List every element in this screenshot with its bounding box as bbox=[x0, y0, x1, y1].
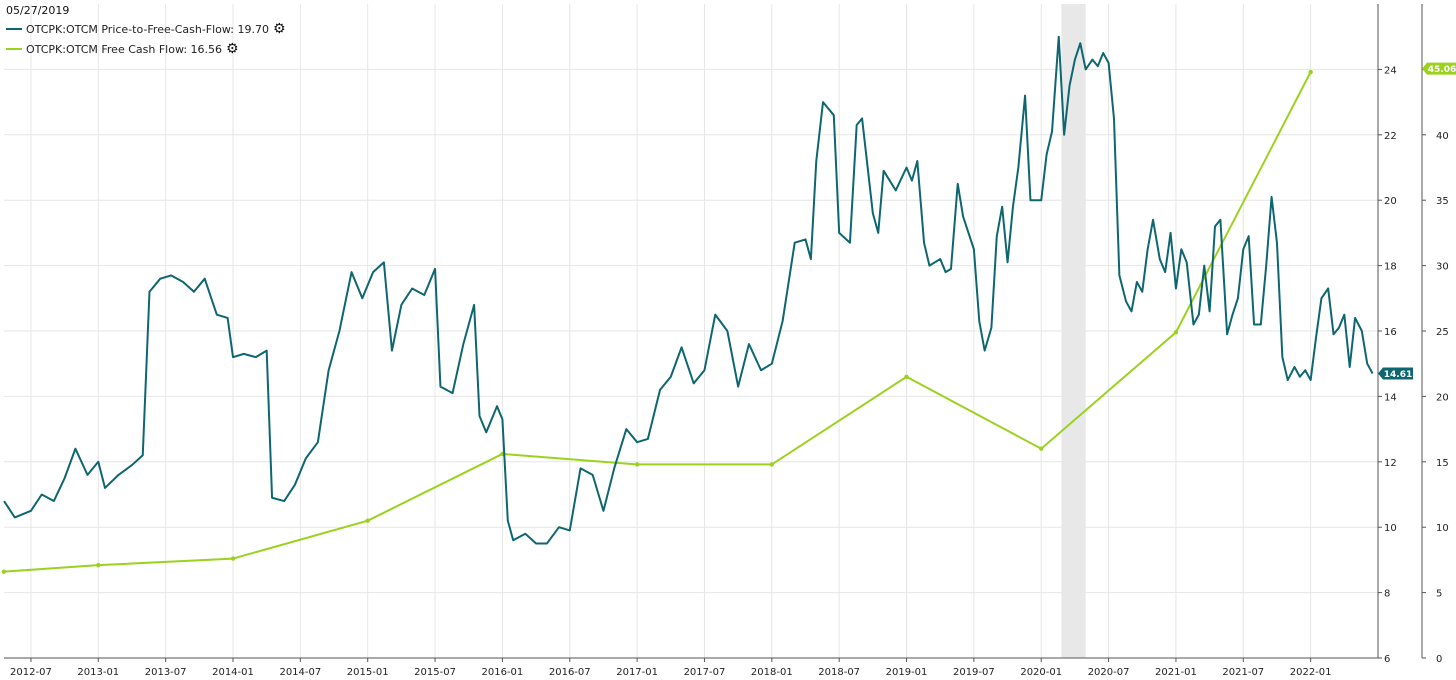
left-tick-label: 24 bbox=[1384, 65, 1397, 76]
x-tick-label: 2018-01 bbox=[751, 667, 793, 678]
x-tick-label: 2022-01 bbox=[1290, 667, 1332, 678]
left-tick-label: 22 bbox=[1384, 131, 1397, 142]
grid-lines bbox=[4, 4, 1378, 659]
free-cash-flow-point[interactable] bbox=[1, 569, 7, 574]
gear-icon[interactable]: ⚙ bbox=[273, 21, 286, 37]
price-to-fcf-line bbox=[3, 35, 1374, 545]
series-free-cash-flow[interactable] bbox=[1, 69, 1313, 574]
free-cash-flow-point[interactable] bbox=[769, 462, 775, 467]
right-tick-label: 35 bbox=[1436, 196, 1449, 207]
left-axis-ticks: 6 8 10 12 14 16 18 20 22 24 bbox=[1378, 65, 1397, 665]
x-tick-label: 2017-01 bbox=[616, 667, 658, 678]
left-tick-label: 20 bbox=[1384, 196, 1397, 207]
right-tick-label: 10 bbox=[1436, 523, 1449, 534]
left-tick-label: 16 bbox=[1384, 327, 1397, 338]
right-tick-label: 0 bbox=[1436, 654, 1442, 665]
last-value-tag-free-cash-flow-text: 45.06 bbox=[1428, 65, 1456, 75]
left-tick-label: 6 bbox=[1384, 654, 1390, 665]
legend-swatch-free-cash-flow bbox=[6, 48, 22, 50]
last-value-tags: 14.61 45.06 bbox=[1378, 62, 1456, 380]
right-tick-label: 5 bbox=[1436, 589, 1442, 600]
free-cash-flow-point[interactable] bbox=[365, 518, 370, 523]
left-tick-label: 10 bbox=[1384, 523, 1397, 534]
x-tick-label: 2019-01 bbox=[886, 667, 928, 678]
right-axis-ticks: 051015202530354045 bbox=[1422, 65, 1449, 665]
x-tick-label: 2013-01 bbox=[77, 667, 119, 678]
left-tick-label: 18 bbox=[1384, 262, 1397, 273]
right-tick-label: 25 bbox=[1436, 327, 1449, 338]
right-tick-label: 40 bbox=[1436, 131, 1449, 142]
legend: 05/27/2019 OTCPK:OTCM Price-to-Free-Cash… bbox=[6, 4, 286, 59]
last-value-tag-price-to-fcf-shape bbox=[1378, 367, 1413, 380]
x-tick-label: 2012-07 bbox=[10, 667, 52, 678]
series-price-to-fcf[interactable] bbox=[3, 35, 1374, 545]
left-tick-label: 12 bbox=[1384, 458, 1397, 469]
x-tick-label: 2015-07 bbox=[414, 667, 456, 678]
x-tick-label: 2020-07 bbox=[1088, 667, 1130, 678]
x-tick-label: 2015-01 bbox=[347, 667, 389, 678]
free-cash-flow-point[interactable] bbox=[1039, 446, 1044, 451]
left-tick-label: 14 bbox=[1384, 392, 1397, 403]
x-tick-label: 2017-07 bbox=[684, 667, 726, 678]
x-tick-label: 2020-01 bbox=[1020, 667, 1062, 678]
free-cash-flow-point[interactable] bbox=[96, 562, 101, 568]
last-value-tag-free-cash-flow-shape bbox=[1422, 62, 1456, 75]
last-value-tag-price-to-fcf-text: 14.61 bbox=[1384, 370, 1412, 380]
free-cash-flow-point[interactable] bbox=[904, 374, 909, 379]
x-tick-label: 2018-07 bbox=[818, 667, 860, 678]
gear-icon[interactable]: ⚙ bbox=[226, 41, 239, 57]
right-tick-label: 15 bbox=[1436, 458, 1449, 469]
free-cash-flow-point[interactable] bbox=[230, 556, 236, 561]
x-axis-ticks: 2012-07 2013-01 2013-07 2014-01 2014-07 2015-… bbox=[10, 658, 1332, 678]
x-tick-label: 2016-07 bbox=[549, 667, 591, 678]
free-cash-flow-point[interactable] bbox=[1308, 69, 1313, 75]
free-cash-flow-point[interactable] bbox=[1173, 330, 1179, 335]
x-tick-label: 2016-01 bbox=[482, 667, 524, 678]
left-tick-label: 8 bbox=[1384, 589, 1390, 600]
shaded-period bbox=[1061, 4, 1086, 658]
x-tick-label: 2021-07 bbox=[1222, 667, 1264, 678]
right-tick-label: 20 bbox=[1436, 392, 1449, 403]
right-tick-label: 30 bbox=[1436, 262, 1449, 273]
x-tick-label: 2014-01 bbox=[212, 667, 254, 678]
legend-label-free-cash-flow: OTCPK:OTCM Free Cash Flow: 16.56 bbox=[26, 42, 223, 56]
legend-swatch-price-to-fcf bbox=[6, 28, 22, 30]
x-tick-label: 2019-07 bbox=[953, 667, 995, 678]
legend-label-price-to-fcf: OTCPK:OTCM Price-to-Free-Cash-Flow: 19.7… bbox=[26, 22, 269, 36]
x-tick-label: 2021-01 bbox=[1155, 667, 1197, 678]
x-tick-label: 2013-07 bbox=[145, 667, 187, 678]
legend-item-price-to-fcf[interactable]: OTCPK:OTCM Price-to-Free-Cash-Flow: 19.7… bbox=[6, 19, 286, 39]
free-cash-flow-point[interactable] bbox=[634, 462, 640, 467]
legend-date: 05/27/2019 bbox=[6, 4, 70, 17]
x-tick-label: 2014-07 bbox=[279, 667, 321, 678]
legend-item-free-cash-flow[interactable]: OTCPK:OTCM Free Cash Flow: 16.56 ⚙ bbox=[6, 39, 286, 59]
